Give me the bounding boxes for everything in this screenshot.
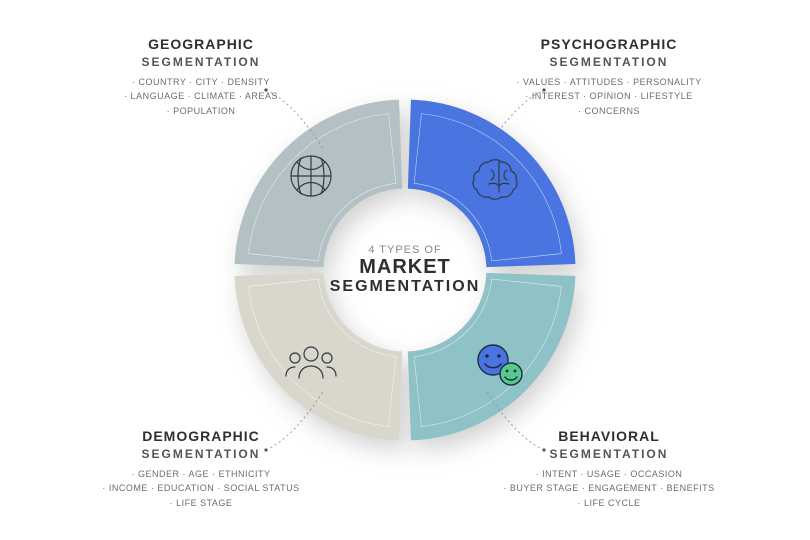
segment-title: PSYCHOGRAPHIC [484,36,734,53]
diagram-stage: 4 TYPES OF MARKET SEGMENTATION GEOGRAPHI… [0,0,810,540]
segment-subtitle: SEGMENTATION [76,55,326,69]
segment-label-geographic: GEOGRAPHIC SEGMENTATION · COUNTRY · CITY… [76,36,326,118]
segment-subtitle: SEGMENTATION [484,55,734,69]
segment-subtitle: SEGMENTATION [484,447,734,461]
segment-tags: · COUNTRY · CITY · DENSITY· LANGUAGE · C… [76,75,326,118]
segment-title: DEMOGRAPHIC [76,428,326,445]
segment-tags: · VALUES · ATTITUDES · PERSONALITY· INTE… [484,75,734,118]
segment-demographic [408,273,576,441]
center-subtitle: 4 TYPES OF [305,244,505,256]
center-label: 4 TYPES OF MARKET SEGMENTATION [305,244,505,296]
segment-tags: · GENDER · AGE · ETHNICITY· INCOME · EDU… [76,467,326,510]
center-line1: MARKET [305,256,505,278]
segment-label-psychographic: PSYCHOGRAPHIC SEGMENTATION · VALUES · AT… [484,36,734,118]
segment-label-behavioral: BEHAVIORAL SEGMENTATION · INTENT · USAGE… [484,428,734,510]
segment-geographic [235,273,403,441]
segment-title: GEOGRAPHIC [76,36,326,53]
segment-tags: · INTENT · USAGE · OCCASION· BUYER STAGE… [484,467,734,510]
center-line2: SEGMENTATION [305,278,505,296]
segment-title: BEHAVIORAL [484,428,734,445]
segment-psychographic [235,100,403,268]
segment-subtitle: SEGMENTATION [76,447,326,461]
segment-behavioral [408,100,576,268]
segment-label-demographic: DEMOGRAPHIC SEGMENTATION · GENDER · AGE … [76,428,326,510]
